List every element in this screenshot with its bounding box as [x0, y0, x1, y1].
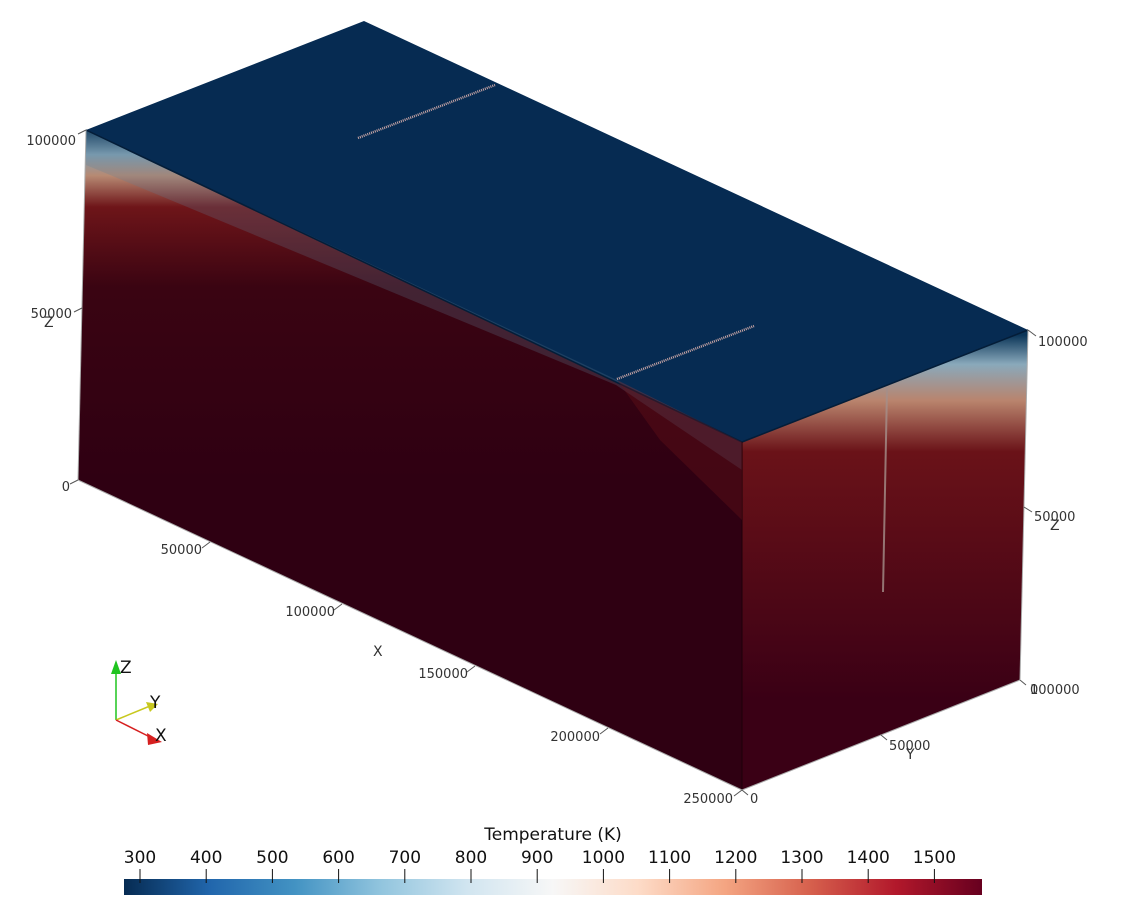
y-label-50000: 50000	[889, 739, 930, 754]
orientation-x-axis	[115, 719, 153, 739]
trench-wedge	[617, 380, 742, 520]
colorbar-title: Temperature (K)	[483, 825, 622, 845]
colorbar-tick-label: 300	[124, 848, 156, 868]
orientation-z-label: Z	[120, 658, 132, 678]
colorbar-tick-label: 1100	[648, 848, 691, 868]
z-left-title: Z	[44, 315, 54, 331]
orientation-y-axis	[115, 705, 151, 721]
z-right-label-0: 0	[1030, 683, 1038, 698]
x-axis: 50000 100000 150000 200000 250000 X	[77, 479, 743, 807]
z-left-label-100000: 100000	[26, 134, 76, 149]
x-axis-title: X	[373, 644, 383, 660]
y-axis: 0 50000 100000 Y	[741, 679, 1080, 807]
z-left-label-50000: 50000	[31, 307, 72, 322]
y-label-100000: 100000	[1030, 683, 1080, 698]
colorbar-tick-label: 900	[521, 848, 553, 868]
fault-trace-1	[357, 83, 496, 140]
colorbar-tick-label: 1500	[913, 848, 956, 868]
x-label-100000: 100000	[285, 605, 335, 620]
z-axis-right: 0 50000 100000 Z	[1019, 329, 1088, 698]
z-right-title: Z	[1050, 518, 1060, 534]
z-right-label-100000: 100000	[1038, 335, 1088, 350]
x-arrow-icon	[147, 733, 162, 745]
orientation-axes[interactable]: Z Y X	[111, 658, 167, 746]
side-face-trench	[882, 387, 888, 593]
colorbar-ticks: 300 400 500 600 700 800 900 1000 1100 1200 1300 140…	[124, 848, 956, 883]
colorbar-tick-label: 1300	[780, 848, 823, 868]
x-label-150000: 150000	[418, 667, 468, 682]
colorbar[interactable]: Temperature (K) 300 400 500 600 700 800 900 100…	[124, 825, 982, 895]
z-left-label-0: 0	[62, 480, 70, 495]
orientation-y-label: Y	[149, 693, 161, 713]
front-face	[78, 130, 742, 790]
side-face	[742, 330, 1028, 790]
fault-trace-2	[616, 324, 755, 381]
y-axis-title: Y	[905, 747, 915, 763]
colorbar-tick-label: 1000	[582, 848, 625, 868]
domain-box	[78, 21, 1029, 790]
colorbar-tick-label: 1200	[714, 848, 757, 868]
z-arrow-icon	[111, 660, 121, 674]
x-label-250000: 250000	[683, 792, 733, 807]
orientation-x-label: X	[155, 726, 167, 746]
x-label-50000: 50000	[161, 543, 202, 558]
y-label-0: 0	[750, 792, 758, 807]
slab-upper-band	[86, 130, 742, 470]
colorbar-tick-label: 700	[389, 848, 421, 868]
top-face	[86, 21, 1028, 442]
y-arrow-icon	[146, 702, 158, 712]
z-axis-left: 0 50000 100000 Z	[26, 129, 87, 495]
x-label-200000: 200000	[550, 730, 600, 745]
colorbar-tick-label: 800	[455, 848, 487, 868]
colorbar-tick-label: 1400	[847, 848, 890, 868]
colorbar-tick-label: 600	[322, 848, 354, 868]
z-right-label-50000: 50000	[1034, 510, 1075, 525]
colorbar-tick-label: 400	[190, 848, 222, 868]
colorbar-bar	[124, 879, 982, 895]
colorbar-tick-label: 500	[256, 848, 288, 868]
